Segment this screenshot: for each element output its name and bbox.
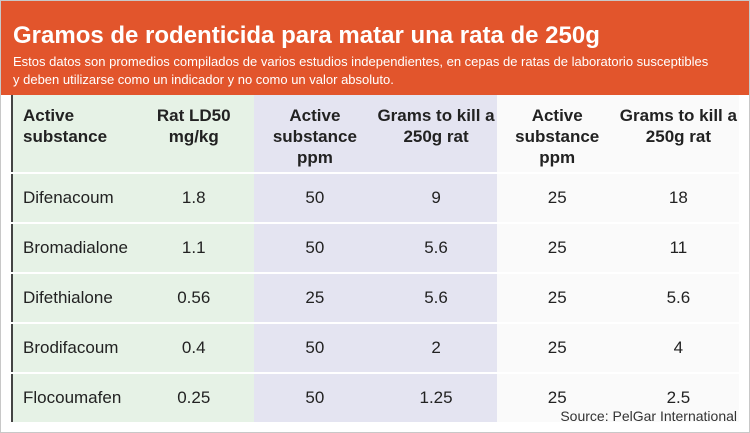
table-cell: 0.4 bbox=[133, 323, 255, 374]
table-cell: 25 bbox=[496, 323, 618, 374]
header-row: Active substance Rat LD50 mg/kg Active sub… bbox=[10, 95, 739, 174]
table-cell: 1.8 bbox=[133, 173, 255, 224]
data-table: Active substance Rat LD50 mg/kg Active sub… bbox=[10, 95, 739, 424]
title: Gramos de rodenticida para matar una rat… bbox=[13, 22, 600, 49]
table-cell: 0.25 bbox=[133, 373, 255, 424]
table-body: Difenacoum 1.8 50 9 25 18 Bromadialone 1.1 50 5.6… bbox=[10, 173, 739, 424]
table-cell: 50 bbox=[254, 173, 376, 224]
table-cell: 25 bbox=[254, 273, 376, 324]
table-cell: Difethialone bbox=[10, 273, 134, 324]
column-header: Grams to kill a 250g rat bbox=[617, 95, 739, 174]
table-cell: 25 bbox=[496, 373, 618, 424]
column-header: Active substance ppm bbox=[254, 95, 376, 174]
column-header: Grams to kill a 250g rat bbox=[375, 95, 497, 174]
table-cell: 25 bbox=[496, 223, 618, 274]
table-cell: 25 bbox=[496, 173, 618, 224]
table-cell: 50 bbox=[254, 223, 376, 274]
table-cell: Bromadialone bbox=[10, 223, 134, 274]
table-cell: 25 bbox=[496, 273, 618, 324]
table-cell: 1.25 bbox=[375, 373, 497, 424]
table-row: Flocoumafen 0.25 50 1.25 25 2.5 bbox=[10, 373, 739, 424]
table-cell: 50 bbox=[254, 323, 376, 374]
table-cell: 11 bbox=[617, 223, 739, 274]
table-cell: 50 bbox=[254, 373, 376, 424]
table-cell: Brodifacoum bbox=[10, 323, 134, 374]
header: Gramos de rodenticida para matar una rat… bbox=[1, 1, 749, 95]
table-cell: 5.6 bbox=[375, 223, 497, 274]
column-header: Active substance bbox=[10, 95, 134, 174]
table-row: Difenacoum 1.8 50 9 25 18 bbox=[10, 173, 739, 224]
table-cell: 9 bbox=[375, 173, 497, 224]
table-cell: 5.6 bbox=[375, 273, 497, 324]
table-cell: Flocoumafen bbox=[10, 373, 134, 424]
table-cell: 18 bbox=[617, 173, 739, 224]
table-cell: 4 bbox=[617, 323, 739, 374]
column-header: Active substance ppm bbox=[496, 95, 618, 174]
table-row: Difethialone 0.56 25 5.6 25 5.6 bbox=[10, 273, 739, 324]
table-cell: 2 bbox=[375, 323, 497, 374]
table-cell: 1.1 bbox=[133, 223, 255, 274]
table-row: Bromadialone 1.1 50 5.6 25 11 bbox=[10, 223, 739, 274]
table-cell: 5.6 bbox=[617, 273, 739, 324]
table-cell: 0.56 bbox=[133, 273, 255, 324]
table-row: Brodifacoum 0.4 50 2 25 4 bbox=[10, 323, 739, 374]
table-cell: Difenacoum bbox=[10, 173, 134, 224]
subtitle: Estos datos son promedios compilados de … bbox=[13, 54, 709, 87]
source: Source: PelGar International bbox=[560, 408, 737, 424]
table-cell: 2.5 bbox=[617, 373, 739, 424]
column-header: Rat LD50 mg/kg bbox=[133, 95, 255, 174]
